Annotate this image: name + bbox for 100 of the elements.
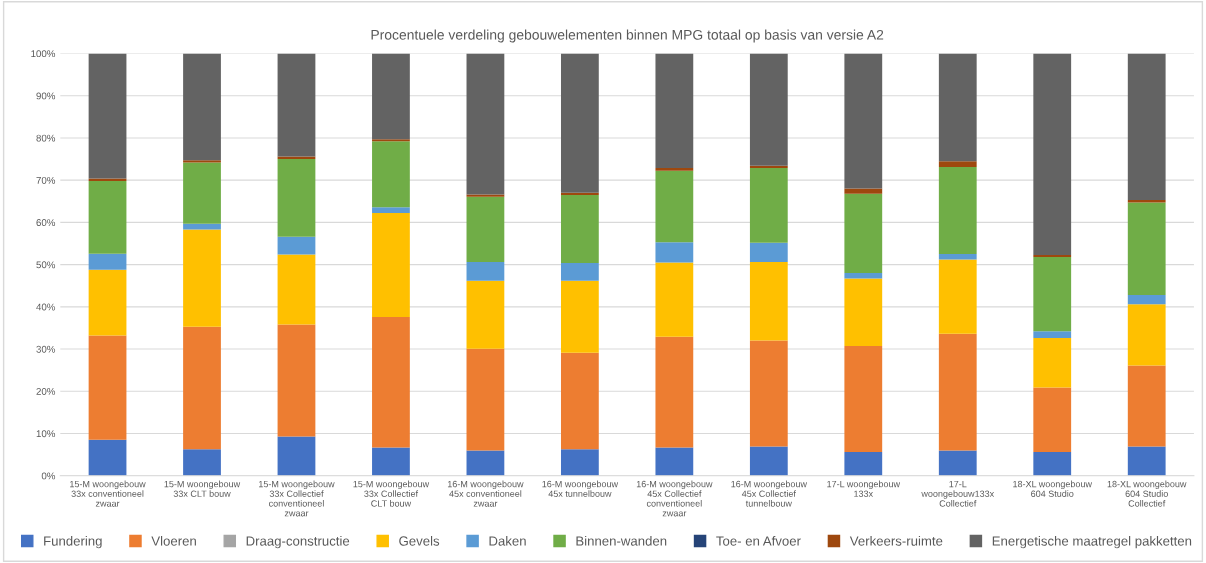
bar bbox=[183, 162, 221, 224]
bar bbox=[1033, 257, 1072, 332]
bar bbox=[844, 193, 883, 274]
bar bbox=[655, 262, 694, 337]
bar bbox=[1127, 365, 1166, 447]
bar bbox=[466, 194, 505, 197]
y-tick-label: 30% bbox=[36, 345, 56, 353]
bar bbox=[1033, 452, 1072, 476]
bar bbox=[560, 192, 599, 195]
legend-label: Verkeers-ruimte bbox=[849, 536, 943, 546]
bar bbox=[938, 53, 977, 162]
bar bbox=[277, 53, 316, 157]
y-tick-label: 40% bbox=[36, 303, 56, 311]
bar bbox=[1127, 295, 1166, 305]
bar bbox=[749, 167, 788, 243]
bar bbox=[277, 159, 316, 237]
x-tick-label: 16-M woongebouw 45x tunnelbouw bbox=[542, 480, 619, 497]
bar bbox=[560, 352, 599, 450]
x-tick-label: 17-L woongebouw133x Collectief bbox=[921, 480, 995, 507]
y-tick-label: 90% bbox=[36, 92, 56, 100]
bar bbox=[1127, 200, 1166, 203]
bar bbox=[938, 167, 977, 255]
bar bbox=[1033, 331, 1072, 339]
bar bbox=[88, 335, 127, 440]
legend-label: Toe- en Afvoer bbox=[716, 536, 801, 546]
x-tick-label: 15-M woongebouw 33x conventioneel zwaar bbox=[70, 480, 146, 507]
bar bbox=[372, 53, 410, 140]
legend-label: Energetische maatregel pakketten bbox=[992, 536, 1192, 549]
bar bbox=[88, 178, 127, 181]
bar bbox=[466, 262, 505, 281]
bar bbox=[1127, 202, 1166, 296]
bar bbox=[1033, 338, 1072, 388]
legend-label: Daken bbox=[489, 536, 526, 546]
x-tick-label: 16-M woongebouw 45x Collectief conventioneel zwaar bbox=[636, 480, 713, 517]
y-tick-label: 10% bbox=[36, 430, 56, 438]
bar bbox=[655, 53, 694, 168]
bar bbox=[844, 188, 883, 194]
bar bbox=[183, 53, 221, 161]
x-tick-label: 17-L woongebouw 133x bbox=[827, 480, 901, 497]
bar bbox=[560, 449, 599, 476]
bar bbox=[844, 452, 883, 476]
bar bbox=[372, 207, 410, 214]
bar bbox=[277, 254, 316, 325]
bar bbox=[749, 53, 788, 166]
bar bbox=[655, 167, 694, 171]
x-tick-label: 15-M woongebouw 33x CLT bouw bbox=[164, 480, 241, 497]
bar bbox=[88, 269, 127, 336]
x-tick-label: 18-XL woongebouw 604 Studio bbox=[1013, 480, 1092, 497]
bar bbox=[466, 348, 505, 451]
bar bbox=[466, 196, 505, 263]
bar bbox=[655, 447, 694, 476]
bar bbox=[1127, 304, 1166, 366]
bar bbox=[938, 254, 977, 260]
legend-label: Binnen-wanden bbox=[576, 536, 667, 546]
x-tick-label: 15-M woongebouw 33x Collectief CLT bouw bbox=[353, 480, 430, 507]
bar bbox=[277, 236, 316, 255]
bar bbox=[844, 278, 883, 347]
bar bbox=[560, 280, 599, 353]
bar bbox=[938, 161, 977, 168]
bar bbox=[655, 242, 694, 263]
bar bbox=[560, 262, 599, 281]
legend-label: Draag-constructie bbox=[246, 536, 350, 549]
bar bbox=[749, 242, 788, 263]
bar bbox=[466, 450, 505, 476]
bar bbox=[1127, 446, 1166, 476]
y-tick-label: 60% bbox=[36, 219, 56, 226]
bar bbox=[372, 447, 410, 476]
legend-label: Fundering bbox=[44, 536, 102, 549]
bar bbox=[1033, 254, 1072, 258]
bar bbox=[88, 53, 127, 179]
x-tick-label: 16-M woongebouw 45x conventioneel zwaar bbox=[447, 480, 524, 507]
bar bbox=[372, 141, 410, 208]
bar bbox=[183, 223, 221, 230]
bar bbox=[277, 324, 316, 437]
bar bbox=[655, 336, 694, 448]
bar bbox=[183, 326, 221, 450]
bar bbox=[183, 229, 221, 327]
y-tick-label: 100% bbox=[31, 50, 56, 58]
y-tick-label: 50% bbox=[36, 261, 56, 269]
x-tick-label: 16-M woongebouw 45x Collectief tunnelbouw bbox=[731, 480, 807, 507]
bar bbox=[1127, 53, 1166, 201]
bar bbox=[466, 53, 505, 195]
bar bbox=[277, 436, 316, 476]
bar bbox=[749, 262, 788, 341]
y-tick-label: 0% bbox=[41, 472, 56, 480]
bar bbox=[183, 449, 221, 476]
bar bbox=[560, 53, 599, 193]
bar bbox=[88, 439, 127, 476]
bar bbox=[372, 139, 410, 142]
x-tick-label: 15-M woongebouw 33x Collectief conventioneel zwaar bbox=[259, 480, 335, 517]
y-tick-label: 20% bbox=[36, 388, 56, 395]
bar bbox=[844, 273, 883, 279]
bar bbox=[372, 316, 410, 448]
bar bbox=[560, 194, 599, 263]
bar bbox=[1033, 53, 1072, 255]
bar bbox=[844, 53, 883, 189]
bar bbox=[466, 280, 505, 349]
chart-title: Procentuele verdeling gebouwelementen binnen MPG totaal op basis van versie A2 bbox=[371, 29, 884, 43]
legend-label: Vloeren bbox=[151, 536, 196, 546]
bar bbox=[88, 181, 127, 254]
